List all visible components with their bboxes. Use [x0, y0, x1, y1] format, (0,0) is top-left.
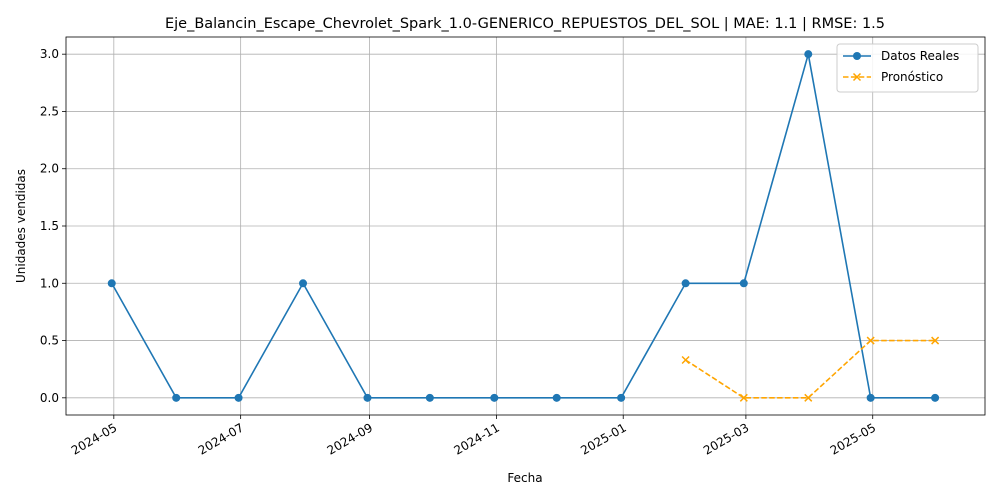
data-point-datos-reales	[552, 393, 561, 402]
chart-title: Eje_Balancin_Escape_Chevrolet_Spark_1.0-…	[165, 16, 885, 32]
data-point-datos-reales	[617, 393, 626, 402]
series-layer	[107, 50, 940, 402]
y-tick-label: 2.5	[40, 104, 59, 118]
data-point-datos-reales	[363, 393, 372, 402]
data-point-datos-reales	[681, 279, 690, 288]
data-point-datos-reales	[172, 393, 181, 402]
data-point-datos-reales	[739, 279, 748, 288]
data-point-datos-reales	[866, 393, 875, 402]
legend-label-pronostico: Pronóstico	[881, 70, 943, 84]
series-line-datos-reales	[111, 53, 936, 399]
data-point-datos-reales	[234, 393, 243, 402]
legend-marker-datos-reales	[853, 52, 861, 60]
data-point-datos-reales	[490, 393, 499, 402]
data-point-pronostico	[739, 393, 748, 402]
data-point-pronostico	[681, 355, 690, 365]
y-tick-label: 0.0	[40, 391, 59, 405]
data-point-datos-reales	[299, 279, 308, 288]
y-tick-label: 2.0	[40, 162, 59, 176]
data-point-datos-reales	[107, 279, 116, 288]
data-point-datos-reales	[931, 393, 940, 402]
legend-label-datos-reales: Datos Reales	[881, 49, 959, 63]
legend: Datos Reales Pronóstico	[836, 43, 979, 93]
data-point-pronostico	[804, 393, 813, 402]
data-point-pronostico	[931, 336, 940, 345]
y-tick-label: 1.0	[40, 276, 59, 290]
y-tick-label: 1.5	[40, 219, 59, 233]
series-line-pronostico	[685, 339, 936, 399]
y-tick-label: 3.0	[40, 47, 59, 61]
data-point-datos-reales	[425, 393, 434, 402]
data-point-datos-reales	[804, 50, 813, 59]
legend-box	[836, 43, 979, 93]
x-axis-label: Fecha	[507, 471, 542, 485]
y-tick-label: 0.5	[40, 334, 59, 348]
legend-marker-pronostico	[852, 72, 862, 82]
data-point-pronostico	[866, 336, 875, 345]
y-axis-label: Unidades vendidas	[14, 169, 28, 283]
